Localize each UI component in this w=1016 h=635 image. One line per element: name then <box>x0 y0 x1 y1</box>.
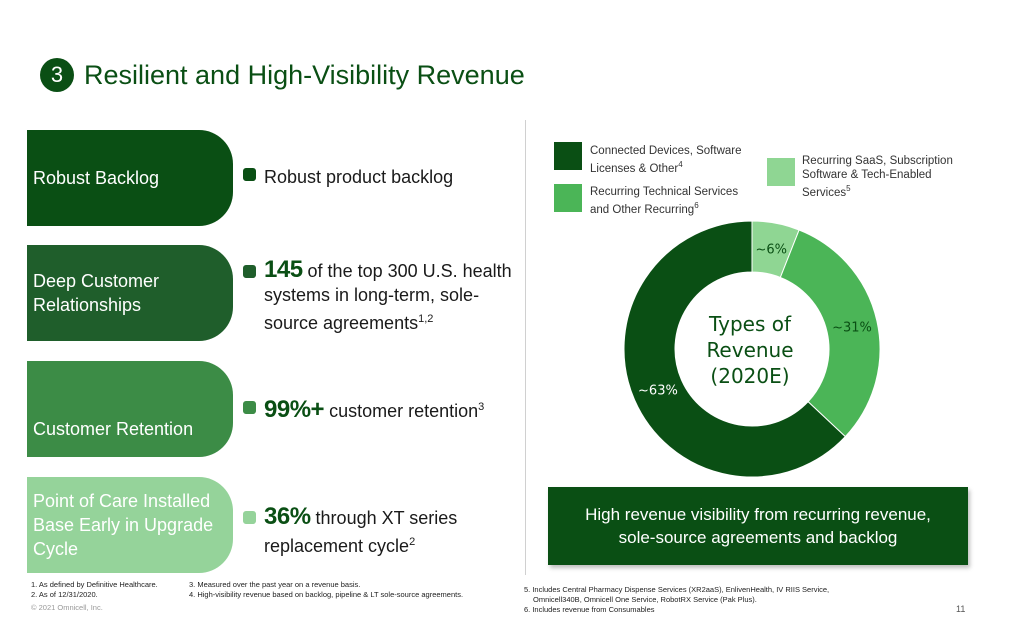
footnotes-col-2: 3. Measured over the past year on a reve… <box>189 580 463 600</box>
chart-center-line-3: (2020E) <box>710 364 789 388</box>
donut-slice-label: ~63% <box>638 384 678 399</box>
point-customer-retention: 99%+ customer retention3 <box>264 395 484 423</box>
donut-slice-label: ~6% <box>755 242 787 257</box>
revenue-donut-chart: ~6% ~31% ~63% Types of Revenue (2020E) <box>623 220 881 478</box>
footnotes-col-1: 1. As defined by Definitive Healthcare. … <box>31 580 158 600</box>
chart-center-line-1: Types of <box>708 312 792 336</box>
point-superscript: 3 <box>478 401 485 413</box>
callout-line-1: High revenue visibility from recurring r… <box>585 505 931 524</box>
revenue-visibility-callout: High revenue visibility from recurring r… <box>548 487 968 565</box>
section-number-badge: 3 <box>40 58 74 92</box>
point-text: customer retention <box>324 401 479 421</box>
callout-line-2: sole-source agreements and backlog <box>618 528 898 547</box>
donut-slice-label: ~31% <box>832 321 872 336</box>
footnote: 6. Includes revenue from Consumables <box>524 605 655 614</box>
point-superscript: 2 <box>409 536 416 548</box>
legend-swatch <box>554 184 582 212</box>
footnote: 5. Includes Central Pharmacy Dispense Se… <box>524 585 830 594</box>
footnotes-col-3: 5. Includes Central Pharmacy Dispense Se… <box>524 585 829 615</box>
page-title: Resilient and High-Visibility Revenue <box>84 59 525 90</box>
point-highlight: 36% <box>264 503 311 530</box>
point-superscript: 1,2 <box>418 313 434 325</box>
legend-superscript: 6 <box>694 201 699 210</box>
footnote: 1. As defined by Definitive Healthcare. <box>31 580 158 589</box>
legend-superscript: 5 <box>846 184 851 193</box>
point-text: through XT series replacement cycle <box>264 508 458 556</box>
footnote: 3. Measured over the past year on a reve… <box>189 580 361 589</box>
legend-label-recurring-technical: Recurring Technical Services and Other R… <box>590 185 760 217</box>
pill-label: Customer Retention <box>33 419 194 439</box>
copyright: © 2021 Omnicell, Inc. <box>31 603 103 612</box>
pill-label: Point of Care Installed Base Early in Up… <box>33 491 214 559</box>
legend-text: Recurring SaaS, Subscription Software & … <box>802 155 953 199</box>
pill-label: Robust Backlog <box>33 168 160 188</box>
pill-point-of-care: Point of Care Installed Base Early in Up… <box>27 477 233 573</box>
footnote: Omnicell340B, Omnicell One Service, Robo… <box>533 595 757 604</box>
legend-label-recurring-saas: Recurring SaaS, Subscription Software & … <box>802 154 977 200</box>
column-divider <box>525 120 526 575</box>
pill-robust-backlog: Robust Backlog <box>27 130 233 226</box>
footnote: 4. High-visibility revenue based on back… <box>189 590 464 599</box>
point-robust-backlog: Robust product backlog <box>264 164 453 189</box>
legend-text: Connected Devices, Software Licenses & O… <box>590 145 742 175</box>
pill-customer-retention: Customer Retention <box>27 361 233 457</box>
point-highlight: 145 <box>264 256 303 283</box>
page-number: 11 <box>956 604 966 614</box>
legend-superscript: 4 <box>678 160 683 169</box>
pill-deep-customer-relationships: Deep Customer Relationships <box>27 245 233 341</box>
point-deep-customer-relationships: 145 of the top 300 U.S. health systems i… <box>264 258 514 335</box>
point-text: Robust product backlog <box>264 167 454 187</box>
donut-slice <box>623 220 847 478</box>
point-highlight: 99%+ <box>264 396 325 423</box>
bullet-marker <box>243 168 256 181</box>
bullet-marker <box>243 511 256 524</box>
legend-swatch <box>554 142 582 170</box>
point-text: of the top 300 U.S. health systems in lo… <box>264 261 512 333</box>
bullet-marker <box>243 265 256 278</box>
point-point-of-care: 36% through XT series replacement cycle2 <box>264 505 504 558</box>
legend-text: Recurring Technical Services and Other R… <box>590 186 739 216</box>
bullet-marker <box>243 401 256 414</box>
legend-swatch <box>767 158 795 186</box>
legend-label-connected-devices: Connected Devices, Software Licenses & O… <box>590 144 750 176</box>
donut-slice <box>779 229 881 438</box>
footnote: 2. As of 12/31/2020. <box>31 590 98 599</box>
chart-center-line-2: Revenue <box>706 338 793 362</box>
pill-label: Deep Customer Relationships <box>33 271 160 315</box>
